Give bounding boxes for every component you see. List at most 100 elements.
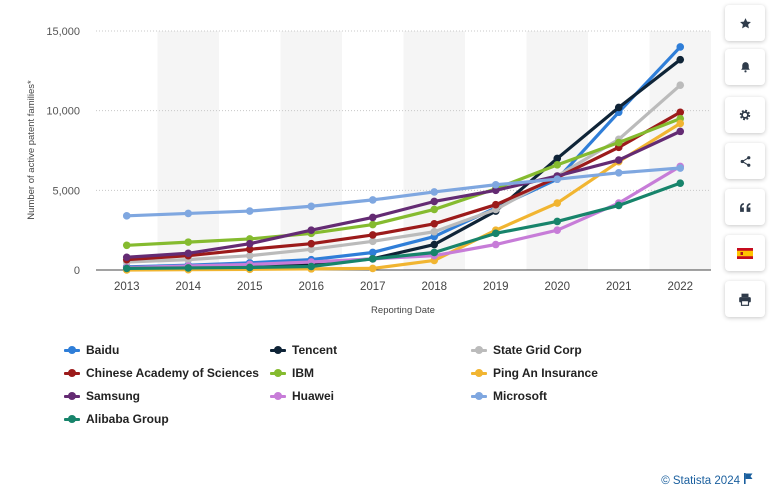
star-icon bbox=[739, 17, 752, 30]
x-tick-label: 2019 bbox=[483, 281, 509, 293]
data-point[interactable] bbox=[492, 201, 500, 209]
legend-label: Ping An Insurance bbox=[493, 366, 598, 380]
data-point[interactable] bbox=[553, 218, 561, 226]
legend-item[interactable]: Chinese Academy of Sciences bbox=[64, 366, 259, 380]
star-button[interactable] bbox=[725, 5, 765, 41]
legend-marker bbox=[270, 346, 286, 354]
data-point[interactable] bbox=[246, 240, 254, 248]
y-tick-label: 5,000 bbox=[52, 185, 80, 197]
data-point[interactable] bbox=[676, 120, 684, 128]
data-point[interactable] bbox=[123, 212, 131, 220]
data-point[interactable] bbox=[615, 202, 623, 210]
data-point[interactable] bbox=[246, 207, 254, 215]
legend-item[interactable]: Microsoft bbox=[471, 389, 547, 403]
data-point[interactable] bbox=[676, 179, 684, 187]
x-axis-ticks: 2013201420152016201720182019202020212022 bbox=[114, 281, 693, 293]
x-tick-label: 2016 bbox=[298, 281, 324, 293]
data-point[interactable] bbox=[307, 202, 315, 210]
data-point[interactable] bbox=[553, 175, 561, 183]
data-point[interactable] bbox=[676, 43, 684, 51]
x-tick-label: 2020 bbox=[544, 281, 570, 293]
data-point[interactable] bbox=[676, 56, 684, 64]
data-point[interactable] bbox=[553, 161, 561, 169]
data-point[interactable] bbox=[184, 210, 192, 218]
data-point[interactable] bbox=[430, 249, 438, 257]
data-point[interactable] bbox=[676, 128, 684, 136]
data-point[interactable] bbox=[492, 241, 500, 249]
y-axis-title: Number of active patent families* bbox=[26, 80, 37, 220]
data-point[interactable] bbox=[123, 242, 131, 250]
data-point[interactable] bbox=[123, 253, 131, 261]
data-point[interactable] bbox=[615, 169, 623, 177]
data-point[interactable] bbox=[553, 226, 561, 234]
legend-item[interactable]: State Grid Corp bbox=[471, 343, 582, 357]
data-point[interactable] bbox=[184, 264, 192, 272]
data-point[interactable] bbox=[369, 265, 377, 273]
data-point[interactable] bbox=[676, 164, 684, 172]
statista-credit[interactable]: © Statista 2024 bbox=[661, 473, 753, 487]
data-point[interactable] bbox=[307, 240, 315, 248]
data-point[interactable] bbox=[430, 206, 438, 214]
y-tick-label: 15,000 bbox=[46, 26, 80, 38]
data-point[interactable] bbox=[307, 226, 315, 234]
data-point[interactable] bbox=[123, 265, 131, 273]
print-button[interactable] bbox=[725, 281, 765, 317]
legend-item[interactable]: Baidu bbox=[64, 343, 119, 357]
data-point[interactable] bbox=[430, 220, 438, 228]
data-point[interactable] bbox=[430, 198, 438, 206]
y-axis-ticks: 0 5,000 10,000 15,000 bbox=[46, 26, 80, 277]
data-point[interactable] bbox=[430, 188, 438, 196]
data-point[interactable] bbox=[369, 255, 377, 263]
data-point[interactable] bbox=[369, 214, 377, 222]
data-point[interactable] bbox=[492, 230, 500, 238]
legend-label: Microsoft bbox=[493, 389, 547, 403]
y-tick-label: 0 bbox=[74, 265, 80, 277]
bell-icon bbox=[739, 60, 752, 74]
share-button[interactable] bbox=[725, 143, 765, 179]
legend-label: Tencent bbox=[292, 343, 337, 357]
y-tick-label: 10,000 bbox=[46, 106, 80, 118]
legend-label: IBM bbox=[292, 366, 314, 380]
data-point[interactable] bbox=[615, 156, 623, 164]
print-icon bbox=[738, 293, 752, 306]
legend-item[interactable]: Samsung bbox=[64, 389, 140, 403]
data-point[interactable] bbox=[676, 81, 684, 89]
data-point[interactable] bbox=[615, 104, 623, 112]
legend-item[interactable]: Huawei bbox=[270, 389, 334, 403]
data-point[interactable] bbox=[184, 238, 192, 246]
bell-button[interactable] bbox=[725, 49, 765, 85]
legend-item[interactable]: IBM bbox=[270, 366, 314, 380]
x-tick-label: 2017 bbox=[360, 281, 386, 293]
quote-button[interactable] bbox=[725, 189, 765, 225]
x-tick-label: 2018 bbox=[421, 281, 447, 293]
x-axis-title: Reporting Date bbox=[371, 305, 435, 316]
data-point[interactable] bbox=[615, 139, 623, 147]
line-chart: 05,00010,00015,000 201320142015201620172… bbox=[0, 0, 775, 330]
legend-marker bbox=[64, 392, 80, 400]
data-point[interactable] bbox=[369, 221, 377, 229]
share-icon bbox=[739, 155, 752, 168]
legend-marker bbox=[64, 369, 80, 377]
spain-flag-button[interactable] bbox=[725, 235, 765, 271]
x-tick-label: 2013 bbox=[114, 281, 140, 293]
data-point[interactable] bbox=[369, 231, 377, 239]
legend-item[interactable]: Alibaba Group bbox=[64, 412, 169, 426]
gear-button[interactable] bbox=[725, 97, 765, 133]
legend-label: Huawei bbox=[292, 389, 334, 403]
data-point[interactable] bbox=[307, 263, 315, 271]
legend-marker bbox=[64, 415, 80, 423]
x-tick-label: 2015 bbox=[237, 281, 263, 293]
data-point[interactable] bbox=[430, 228, 438, 236]
data-point[interactable] bbox=[553, 199, 561, 207]
legend-item[interactable]: Tencent bbox=[270, 343, 337, 357]
data-point[interactable] bbox=[246, 264, 254, 272]
legend-item[interactable]: Ping An Insurance bbox=[471, 366, 598, 380]
data-point[interactable] bbox=[492, 181, 500, 189]
data-point[interactable] bbox=[430, 241, 438, 249]
data-point[interactable] bbox=[369, 196, 377, 204]
legend-marker bbox=[270, 369, 286, 377]
column-band bbox=[650, 31, 712, 270]
legend-marker bbox=[64, 346, 80, 354]
x-tick-label: 2022 bbox=[667, 281, 693, 293]
data-point[interactable] bbox=[184, 249, 192, 257]
